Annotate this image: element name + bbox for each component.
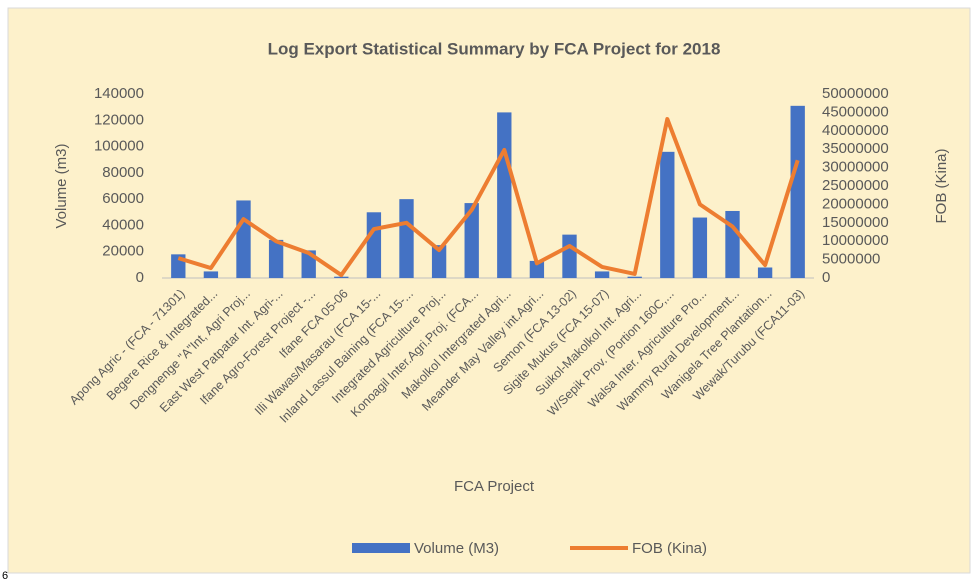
legend-swatch: [352, 543, 410, 553]
y2-tick-label: 35000000: [822, 140, 889, 157]
y2-axis-title: FOB (Kina): [933, 148, 950, 223]
y2-tick-label: 0: [822, 269, 830, 286]
bar: [562, 234, 577, 278]
y-tick-label: 120000: [94, 111, 144, 128]
bar: [431, 245, 447, 278]
y-tick-label: 0: [136, 269, 144, 286]
bar: [692, 217, 708, 278]
y-tick-label: 80000: [102, 164, 144, 181]
page-number: 6: [2, 570, 8, 581]
bar: [660, 151, 675, 278]
y-tick-label: 40000: [102, 216, 144, 233]
bar: [268, 239, 284, 278]
bar: [399, 199, 414, 278]
y2-tick-label: 45000000: [822, 103, 889, 120]
y2-tick-label: 40000000: [822, 122, 889, 139]
bar: [366, 212, 382, 278]
y2-tick-label: 50000000: [822, 85, 889, 102]
y-tick-label: 60000: [102, 190, 144, 207]
y2-tick-label: 20000000: [822, 195, 889, 212]
legend-label: FOB (Kina): [632, 540, 707, 557]
y-tick-label: 100000: [94, 138, 144, 155]
y2-tick-label: 15000000: [822, 214, 889, 231]
bar: [203, 271, 219, 278]
y-tick-label: 140000: [94, 85, 144, 102]
line: [177, 117, 800, 278]
y2-tick-label: 5000000: [822, 251, 880, 268]
bar: [497, 112, 512, 279]
bar: [757, 267, 773, 278]
bar: [464, 203, 479, 278]
bar: [594, 271, 610, 278]
legend-label: Volume (M3): [414, 540, 499, 557]
y2-tick-label: 10000000: [822, 232, 889, 249]
y2-tick-label: 30000000: [822, 159, 889, 176]
y-axis-title: Volume (m3): [53, 143, 70, 228]
x-axis-title: FCA Project: [454, 478, 535, 495]
chart-area: [7, 7, 971, 574]
y2-tick-label: 25000000: [822, 177, 889, 194]
chart-title: Log Export Statistical Summary by FCA Pr…: [268, 39, 721, 58]
y-tick-label: 20000: [102, 243, 144, 260]
bar: [790, 105, 805, 278]
bar: [529, 260, 545, 278]
bar: [627, 276, 642, 278]
bar: [236, 200, 251, 278]
bar: [334, 276, 349, 278]
